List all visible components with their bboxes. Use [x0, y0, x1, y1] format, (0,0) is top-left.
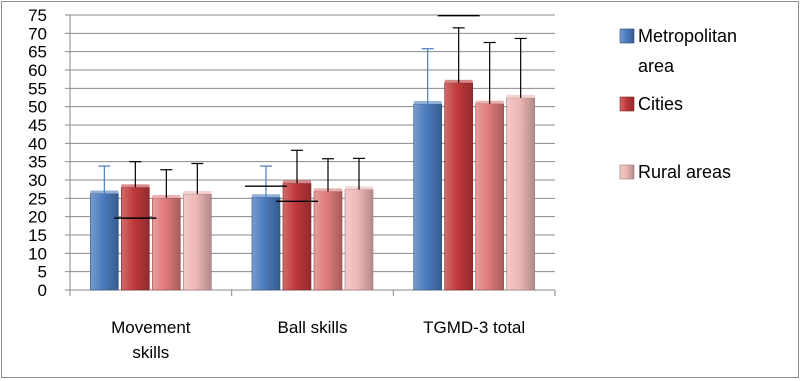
bar — [313, 191, 343, 291]
y-tick-label: 30 — [28, 171, 47, 190]
bar — [413, 103, 442, 291]
bar — [282, 183, 312, 291]
bar — [251, 196, 281, 291]
axes — [65, 14, 556, 296]
legend-label: area — [638, 56, 675, 76]
bar — [183, 193, 212, 291]
legend-swatch — [619, 164, 635, 180]
legend-label: Rural areas — [638, 162, 731, 182]
y-tick-label: 15 — [28, 226, 47, 245]
y-tick-label: 60 — [28, 61, 47, 80]
y-tick-label: 0 — [38, 281, 47, 300]
category-label: Ball skills — [278, 318, 348, 337]
bars — [90, 79, 535, 291]
y-tick-label: 25 — [28, 189, 47, 208]
legend-swatch — [619, 96, 635, 112]
bar — [344, 189, 374, 291]
y-tick-label: 70 — [28, 24, 47, 43]
category-label: TGMD-3 total — [423, 318, 525, 337]
y-tick-label: 40 — [28, 134, 47, 153]
category-label: skills — [132, 343, 169, 362]
y-tick-label: 55 — [28, 79, 47, 98]
y-tick-label: 20 — [28, 208, 47, 227]
y-tick-label: 35 — [28, 153, 47, 172]
bar — [121, 187, 150, 291]
error-bars — [98, 15, 527, 219]
category-label: Movement — [111, 318, 191, 337]
bar — [444, 82, 473, 291]
legend-swatch — [619, 28, 635, 44]
legend: Metropolitan area Cities Rural areas — [619, 26, 737, 182]
bar — [90, 193, 119, 291]
category-labels: Movement skills Ball skills TGMD-3 total — [111, 318, 525, 362]
bar — [152, 197, 181, 291]
y-tick-label: 75 — [28, 6, 47, 25]
legend-label: Metropolitan — [638, 26, 737, 46]
y-tick-label: 45 — [28, 116, 47, 135]
bar — [506, 97, 535, 291]
y-tick-label: 50 — [28, 98, 47, 117]
y-tick-label: 5 — [38, 263, 47, 282]
y-tick-label: 10 — [28, 244, 47, 263]
legend-label: Cities — [638, 94, 683, 114]
y-tick-label: 65 — [28, 43, 47, 62]
bar — [475, 103, 504, 291]
